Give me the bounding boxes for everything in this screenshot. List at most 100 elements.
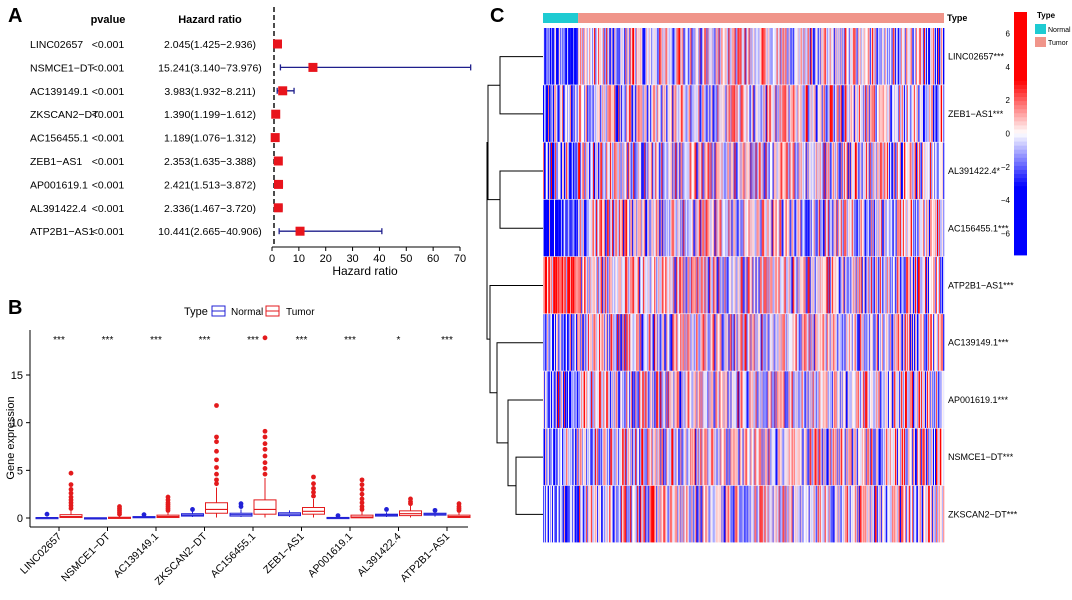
heatmap-cell [901,371,904,428]
heatmap-cell [604,28,606,85]
heatmap-cell [689,314,691,371]
heatmap-cell [919,256,922,314]
heatmap-cell [900,428,903,486]
heatmap-cell [704,428,706,486]
heatmap-cell [861,85,864,142]
heatmap-cell [631,314,633,371]
heatmap-cell [636,428,638,486]
forest-hr-point [295,226,305,236]
heatmap-cell [544,314,546,371]
heatmap-cell [684,199,686,257]
heatmap-cell [598,142,600,200]
heatmap-cell [887,256,890,314]
heatmap-cell [766,256,768,314]
heatmap-cell [600,199,602,257]
heatmap-cell [774,85,776,142]
heatmap-cell [772,28,774,85]
forest-x-tick-label: 40 [373,253,385,265]
heatmap-cell [728,199,730,257]
heatmap-cell [833,256,836,314]
heatmap-cell [549,485,551,543]
heatmap-cell [738,314,740,371]
heatmap-cell [560,28,562,85]
heatmap-cell [752,28,754,85]
heatmap-cell [842,371,845,428]
heatmap-cell [618,85,620,142]
heatmap-cell [791,142,793,200]
heatmap-cell [928,485,931,543]
heatmap-cell [942,485,945,543]
heatmap-cell [653,85,655,142]
heatmap-cell [862,371,865,428]
heatmap-cell [692,256,694,314]
heatmap-cell [892,85,895,142]
heatmap-cell [743,142,745,200]
heatmap-cell [800,85,802,142]
heatmap-cell [852,371,855,428]
heatmap-cell [925,314,928,371]
heatmap-cell [681,428,683,486]
heatmap-cell [548,428,550,486]
heatmap-cell [838,314,841,371]
heatmap-cell [580,85,582,142]
heatmap-cell [888,85,891,142]
heatmap-cell [704,142,706,200]
heatmap-cell [587,142,589,200]
heatmap-cell [590,199,592,257]
heatmap-cell [839,28,842,85]
heatmap-cell [731,199,733,257]
heatmap-cell [650,256,652,314]
heatmap-cell [824,428,827,486]
heatmap-cell [936,28,939,85]
heatmap-cell [922,371,925,428]
heatmap-cell [559,371,561,428]
heatmap-cell [844,485,847,543]
heatmap-cell [927,142,930,200]
heatmap-cell [871,256,874,314]
heatmap-cell [608,28,610,85]
heatmap-cell [631,199,633,257]
heatmap-cell [869,371,872,428]
heatmap-cell [543,314,545,371]
heatmap-cell [741,85,743,142]
heatmap-cell [928,142,931,200]
heatmap-cell [633,199,635,257]
heatmap-cell [704,314,706,371]
heatmap-cell [922,314,925,371]
heatmap-cell [706,142,708,200]
heatmap-cell [838,28,841,85]
heatmap-cell [558,371,560,428]
heatmap-cell [673,28,675,85]
heatmap-cell [894,28,897,85]
heatmap-cell [697,142,699,200]
heatmap-cell [585,371,587,428]
heatmap-cell [802,85,804,142]
heatmap-cell [924,142,927,200]
heatmap-cell [730,371,732,428]
heatmap-cell [633,314,635,371]
heatmap-cell [726,485,728,543]
heatmap-cell [695,485,697,543]
heatmap-cell [549,142,551,200]
heatmap-cell [606,428,608,486]
heatmap-cell [940,256,943,314]
heatmap-cell [932,256,935,314]
heatmap-cell [918,371,921,428]
heatmap-cell [818,85,821,142]
heatmap-cell [796,142,798,200]
heatmap-cell [719,256,721,314]
heatmap-cell [590,314,592,371]
heatmap-cell [736,428,738,486]
heatmap-cell [582,256,584,314]
forest-x-tick-label: 0 [269,253,275,265]
heatmap-cell [853,256,856,314]
heatmap-cell [788,428,790,486]
heatmap-cell [872,485,875,543]
heatmap-cell [744,85,746,142]
heatmap-cell [578,371,580,428]
heatmap-cell [642,371,644,428]
heatmap-cell [639,485,641,543]
heatmap-cell [566,28,568,85]
heatmap-cell [625,314,627,371]
heatmap-cell [901,85,904,142]
